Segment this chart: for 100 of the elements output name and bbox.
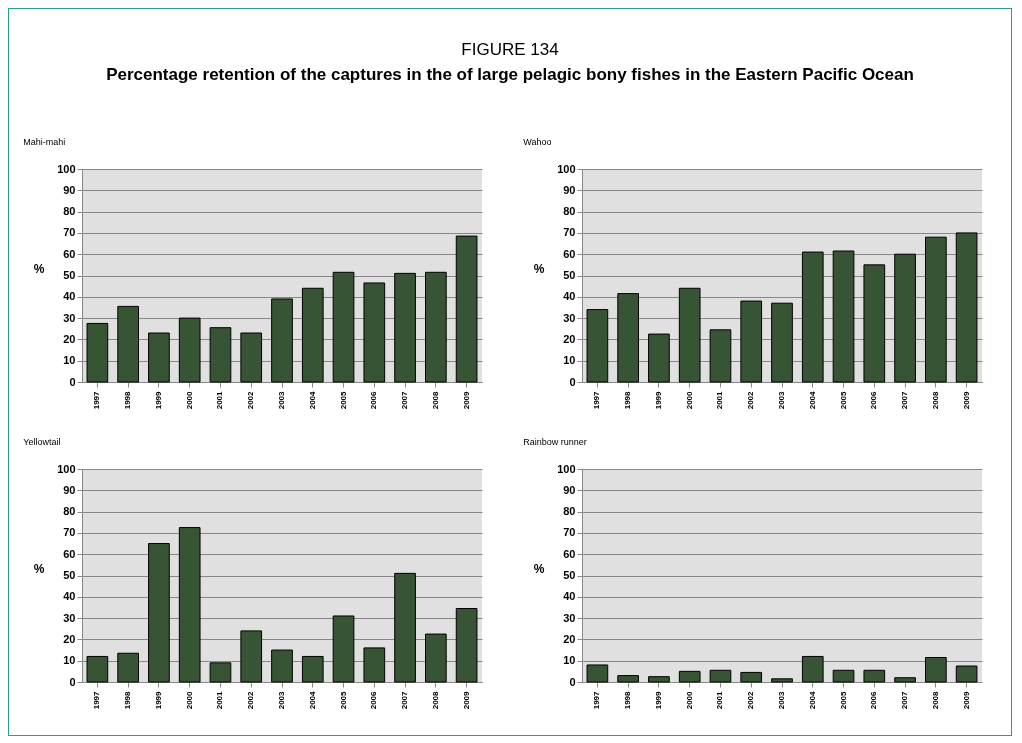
x-tick-label: 2006	[869, 390, 879, 410]
bar	[617, 675, 639, 683]
x-tick-label: 2008	[430, 390, 440, 410]
x-tick-label: 2003	[777, 390, 786, 410]
x-tick-label: 1998	[123, 690, 133, 710]
y-tick-label: 10	[563, 354, 576, 367]
y-tick-label: 50	[63, 569, 76, 581]
x-tick-label: 2000	[684, 390, 694, 410]
x-tick-label: 1998	[123, 390, 133, 410]
bar	[678, 287, 701, 383]
x-tick-label: 2004	[807, 690, 817, 710]
x-tick-label: 2002	[246, 390, 256, 410]
y-tick-label: 0	[569, 375, 576, 388]
bar	[801, 655, 824, 683]
x-tick-label: 1997	[92, 690, 102, 710]
y-tick-label: 10	[63, 654, 76, 667]
y-tick-label: 30	[63, 611, 76, 624]
y-tick-label: 100	[57, 462, 76, 475]
x-tick-label: 2000	[184, 690, 194, 710]
text: FIGURE 134	[460, 40, 560, 60]
y-tick-label: 90	[563, 483, 576, 496]
bar	[740, 671, 763, 683]
bar	[148, 332, 170, 383]
bar	[301, 287, 324, 383]
x-tick-label: 2009	[461, 690, 471, 710]
y-tick-label: 80	[63, 205, 76, 218]
bar	[678, 670, 701, 683]
bar	[925, 236, 947, 383]
bar	[771, 302, 793, 383]
x-tick-label: 2000	[684, 690, 694, 710]
y-tick-label: 100	[557, 162, 576, 175]
x-tick-label: 2004	[307, 690, 317, 710]
x-tick-label: 2005	[838, 390, 848, 410]
y-tick-label: 30	[563, 311, 576, 324]
bar	[894, 253, 916, 383]
y-tick-label: 70	[63, 226, 76, 239]
x-tick-label: 2007	[400, 390, 410, 410]
y-tick-label: 100	[57, 162, 76, 175]
bar	[586, 309, 609, 383]
x-tick-label: 2009	[961, 390, 971, 410]
bar	[332, 271, 355, 383]
x-tick-label: 2005	[338, 690, 348, 710]
bar	[801, 251, 824, 383]
bar	[832, 669, 855, 683]
y-axis-title: %	[33, 261, 45, 276]
y-tick-label: 20	[63, 632, 76, 645]
x-tick-label: 2002	[246, 690, 256, 710]
text: Percentage retention of the captures in the of large pelagic bony fishes in the Eastern Pacific Ocean	[105, 64, 915, 85]
y-tick-label: 80	[63, 505, 76, 518]
x-tick-label: 2001	[715, 390, 725, 410]
bar	[209, 327, 232, 383]
x-tick-label: 1997	[592, 690, 602, 710]
y-tick-label: 50	[63, 269, 76, 281]
x-tick-label: 2003	[777, 690, 786, 710]
x-tick-label: 2001	[215, 390, 225, 410]
bar	[178, 317, 201, 383]
y-tick-label: 10	[63, 354, 76, 367]
bar	[394, 572, 416, 683]
y-tick-label: 80	[563, 505, 576, 518]
x-tick-label: 1997	[92, 390, 102, 410]
x-tick-label: 2000	[184, 390, 194, 410]
chart-title: Wahoo	[523, 137, 552, 147]
bar	[271, 298, 293, 383]
x-tick-label: 2008	[930, 690, 940, 710]
y-tick-label: 40	[563, 290, 576, 303]
y-tick-label: 50	[563, 269, 576, 281]
chart-title: Yellowtail	[23, 437, 61, 447]
bar	[209, 662, 232, 683]
y-tick-label: 20	[563, 332, 576, 345]
bar	[240, 630, 263, 683]
x-tick-label: 2002	[746, 690, 756, 710]
bar	[894, 677, 916, 683]
bar	[394, 272, 416, 383]
bar	[86, 322, 109, 383]
y-tick-label: 60	[563, 247, 576, 260]
x-tick-label: 1999	[653, 690, 663, 710]
x-tick-label: 2008	[430, 690, 440, 710]
y-axis-title: %	[533, 561, 545, 576]
x-tick-label: 2002	[746, 390, 756, 410]
x-tick-label: 2004	[807, 390, 817, 410]
bar	[363, 647, 386, 683]
bar	[363, 282, 386, 383]
bar	[925, 657, 947, 683]
y-axis-title: %	[533, 261, 545, 276]
bar	[771, 678, 793, 683]
y-tick-label: 70	[563, 226, 576, 239]
y-tick-label: 20	[63, 332, 76, 345]
x-tick-label: 2009	[461, 390, 471, 410]
bar	[455, 235, 478, 383]
y-tick-label: 90	[63, 483, 76, 496]
x-tick-label: 2006	[369, 690, 379, 710]
bar	[740, 300, 763, 383]
bar	[955, 232, 978, 383]
bar	[586, 664, 609, 683]
x-tick-label: 1999	[653, 390, 663, 410]
y-tick-label: 30	[563, 611, 576, 624]
bar	[648, 333, 670, 383]
y-tick-label: 20	[563, 632, 576, 645]
y-tick-label: 50	[563, 569, 576, 581]
x-tick-label: 2008	[930, 390, 940, 410]
